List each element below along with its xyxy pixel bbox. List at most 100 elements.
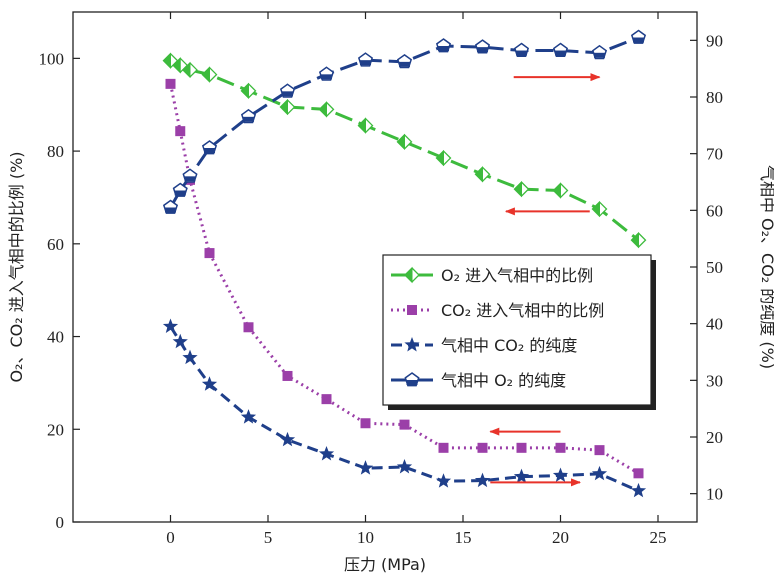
- series-2-point: [477, 442, 488, 453]
- series-2-point: [438, 442, 449, 453]
- y-right-tick-label: 30: [706, 371, 723, 390]
- series-4-point-fill: [184, 176, 196, 182]
- series-4-point-fill: [321, 74, 332, 80]
- legend-label: CO₂ 进入气相中的比例: [441, 301, 604, 320]
- y-axis-left: 0 20 40 60 80 100: [39, 49, 80, 532]
- legend-label: 气相中 O₂ 的纯度: [441, 371, 566, 390]
- y-right-tick-label: 50: [706, 258, 723, 277]
- series-1-point-fill: [318, 101, 327, 118]
- series-4-point-fill: [282, 91, 293, 97]
- x-axis-title: 压力 (MPa): [344, 555, 426, 574]
- series-2-point: [175, 126, 186, 137]
- series-2-point: [516, 442, 527, 453]
- series-2-point: [633, 468, 644, 479]
- series-3-point: [630, 482, 647, 498]
- legend-item-4: 气相中 O₂ 的纯度: [391, 371, 566, 390]
- y-left-tick-label: 40: [47, 328, 64, 347]
- annotation-layer: [489, 73, 601, 487]
- series-2-point: [243, 322, 254, 333]
- y-right-tick-label: 20: [706, 428, 723, 447]
- series-2-point: [360, 418, 371, 429]
- legend-swatch-marker-fill: [406, 380, 418, 385]
- series-2-point: [165, 78, 176, 89]
- series-3-point: [318, 446, 335, 461]
- legend-item-2: CO₂ 进入气相中的比例: [391, 301, 604, 320]
- series-4-point-fill: [555, 50, 566, 56]
- series-1: [162, 52, 647, 249]
- series-2-point: [204, 248, 215, 259]
- legend-item-3: 气相中 CO₂ 的纯度: [391, 336, 577, 355]
- x-tick-label: 10: [357, 528, 374, 547]
- y-left-tick-label: 60: [47, 235, 64, 254]
- series-1-point-fill: [357, 117, 366, 134]
- y-left-tick-label: 80: [47, 142, 64, 161]
- series-4-point-fill: [174, 190, 186, 196]
- y-axis-right-title: 气相中 O₂、CO₂ 的纯度 (%): [758, 165, 774, 369]
- legend-swatch-marker: [404, 337, 420, 352]
- series-4-point-fill: [204, 148, 215, 153]
- series-1-point-fill: [182, 61, 191, 79]
- series-2-point: [282, 370, 293, 381]
- series-1-point-fill: [162, 52, 171, 69]
- series-3-point: [182, 349, 198, 365]
- series-layer: [162, 29, 647, 498]
- legend-label: O₂ 进入气相中的比例: [441, 266, 593, 285]
- series-4-point-fill: [594, 52, 605, 58]
- legend-item-1: O₂ 进入气相中的比例: [391, 266, 593, 285]
- series-4-point-fill: [399, 61, 410, 67]
- series-4-point-fill: [438, 46, 449, 51]
- series-3-point: [591, 465, 608, 481]
- series-3-point: [162, 318, 179, 333]
- series-4-point-fill: [477, 47, 488, 53]
- series-3-point: [513, 468, 530, 484]
- series-4-point-fill: [360, 60, 371, 66]
- x-tick-label: 20: [552, 528, 569, 547]
- series-4-point-fill: [243, 116, 254, 122]
- y-right-tick-label: 10: [706, 485, 723, 504]
- series-2-point: [399, 419, 410, 430]
- series-1-point-fill: [474, 166, 483, 183]
- x-axis: 0 5 10 15 20 25: [166, 12, 667, 547]
- series-1-point-fill: [552, 182, 561, 199]
- y-left-tick-label: 100: [39, 49, 65, 68]
- y-right-tick-label: 40: [706, 315, 723, 334]
- series-1-point-fill: [396, 133, 405, 151]
- series-4-point-fill: [633, 37, 644, 43]
- y-left-tick-label: 0: [56, 513, 65, 532]
- series-2-point: [594, 445, 605, 456]
- x-tick-label: 0: [166, 528, 175, 547]
- series-3-point: [474, 472, 491, 488]
- series-3-point: [396, 459, 413, 474]
- series-1-point-fill: [172, 57, 181, 74]
- series-4-point-fill: [165, 207, 176, 213]
- series-1-point-fill: [279, 98, 288, 116]
- series-1-point-fill: [201, 66, 210, 83]
- series-2-point: [555, 442, 566, 453]
- series-2-point: [321, 394, 332, 405]
- series-3-point: [279, 431, 296, 447]
- legend-swatch-marker-fill: [404, 266, 413, 284]
- series-1-point-fill: [591, 200, 600, 218]
- x-tick-label: 25: [650, 528, 667, 547]
- series-3-point: [172, 333, 188, 349]
- series-3-point: [552, 467, 569, 483]
- series-3-point: [435, 473, 452, 488]
- y-left-tick-label: 20: [47, 420, 64, 439]
- x-tick-label: 15: [455, 528, 472, 547]
- y-axis-left-title: O₂、CO₂ 进入气相中的比例 (%): [7, 151, 26, 382]
- series-1-point-fill: [240, 82, 249, 100]
- series-4-point-fill: [516, 50, 527, 56]
- series-3: [162, 318, 647, 498]
- legend-swatch-marker: [407, 305, 417, 315]
- y-right-tick-label: 70: [706, 145, 723, 164]
- series-1-point-fill: [630, 231, 639, 249]
- y-right-tick-label: 60: [706, 201, 723, 220]
- series-1-line: [169, 59, 640, 242]
- series-3-point: [240, 409, 257, 424]
- legend-label: 气相中 CO₂ 的纯度: [441, 336, 577, 355]
- series-3-point: [357, 460, 374, 475]
- y-right-tick-label: 80: [706, 88, 723, 107]
